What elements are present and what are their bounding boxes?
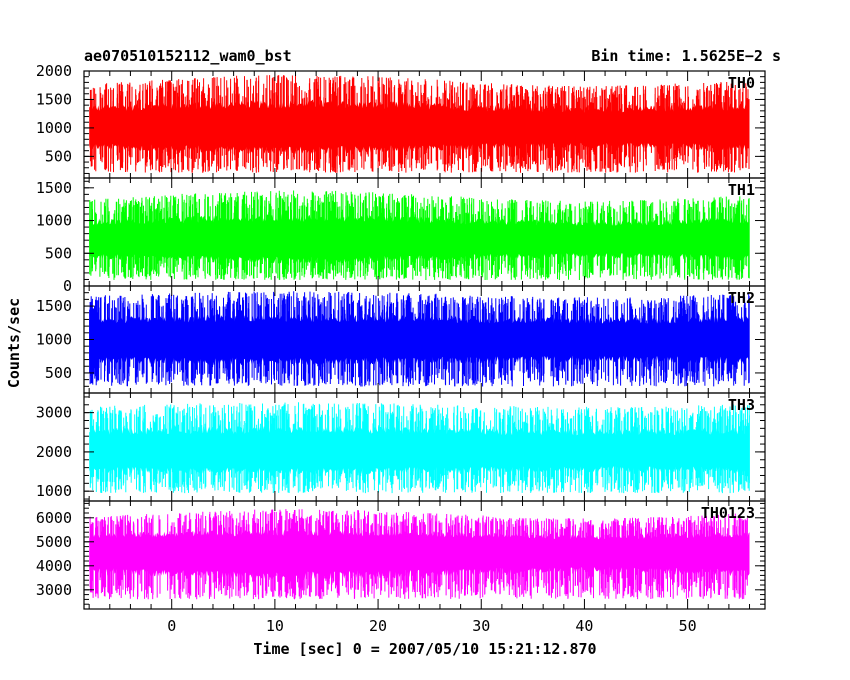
y-tick-label: 1500	[36, 90, 72, 108]
y-tick-label: 6000	[36, 509, 72, 527]
y-axis-label: Counts/sec	[5, 298, 23, 388]
y-tick-label: 500	[45, 364, 72, 382]
panel-frame	[83, 500, 766, 610]
panel-label-th3: TH3	[728, 396, 755, 414]
y-tick-label: 1000	[36, 482, 72, 500]
panel-th0: 500 1000 1500 2000 TH0	[36, 62, 766, 179]
y-tick-label: 2000	[36, 443, 72, 461]
x-tick-label: 40	[575, 617, 593, 635]
panels-group: 500 1000 1500 2000 TH0 0 500 1000 1500 TH1 500 1000…	[36, 62, 766, 610]
y-tick-label: 500	[45, 147, 72, 165]
series-th0-trace	[89, 75, 750, 173]
panel-th0123: 3000 4000 5000 6000 TH0123	[36, 500, 766, 610]
y-tick-label: 500	[45, 244, 72, 262]
x-axis: 0 10 20 30 40 50	[167, 617, 696, 635]
bin-time-label: Bin time: 1.5625E−2 s	[591, 47, 781, 65]
panel-th3: 1000 2000 3000 TH3	[36, 392, 766, 502]
y-tick-label: 1500	[36, 179, 72, 197]
series-th3-trace	[89, 402, 750, 494]
y-tick-label: 3000	[36, 581, 72, 599]
x-tick-label: 50	[679, 617, 697, 635]
series-th2-trace	[89, 291, 750, 387]
series-th1-trace	[89, 190, 750, 280]
x-tick-label: 30	[472, 617, 490, 635]
x-tick-label: 10	[266, 617, 284, 635]
y-tick-label: 1500	[36, 297, 72, 315]
series-th0123-trace	[89, 509, 748, 600]
y-tick-label: 1000	[36, 331, 72, 349]
y-tick-label: 1000	[36, 119, 72, 137]
panel-th1: 0 500 1000 1500 TH1	[36, 177, 766, 295]
y-tick-label: 4000	[36, 557, 72, 575]
panel-label-th0: TH0	[728, 74, 755, 92]
panel-label-th0123: TH0123	[701, 504, 755, 522]
x-tick-label: 20	[369, 617, 387, 635]
panel-th2: 500 1000 1500 TH2	[36, 285, 766, 394]
chart-title: ae070510152112_wam0_bst	[84, 47, 292, 65]
y-tick-label: 2000	[36, 62, 72, 80]
y-tick-label: 0	[63, 277, 72, 295]
y-tick-label: 3000	[36, 404, 72, 422]
y-tick-label: 1000	[36, 212, 72, 230]
x-tick-label: 0	[167, 617, 176, 635]
x-axis-label: Time [sec] 0 = 2007/05/10 15:21:12.870	[253, 640, 596, 658]
panel-label-th2: TH2	[728, 289, 755, 307]
y-tick-label: 5000	[36, 533, 72, 551]
panel-label-th1: TH1	[728, 181, 755, 199]
